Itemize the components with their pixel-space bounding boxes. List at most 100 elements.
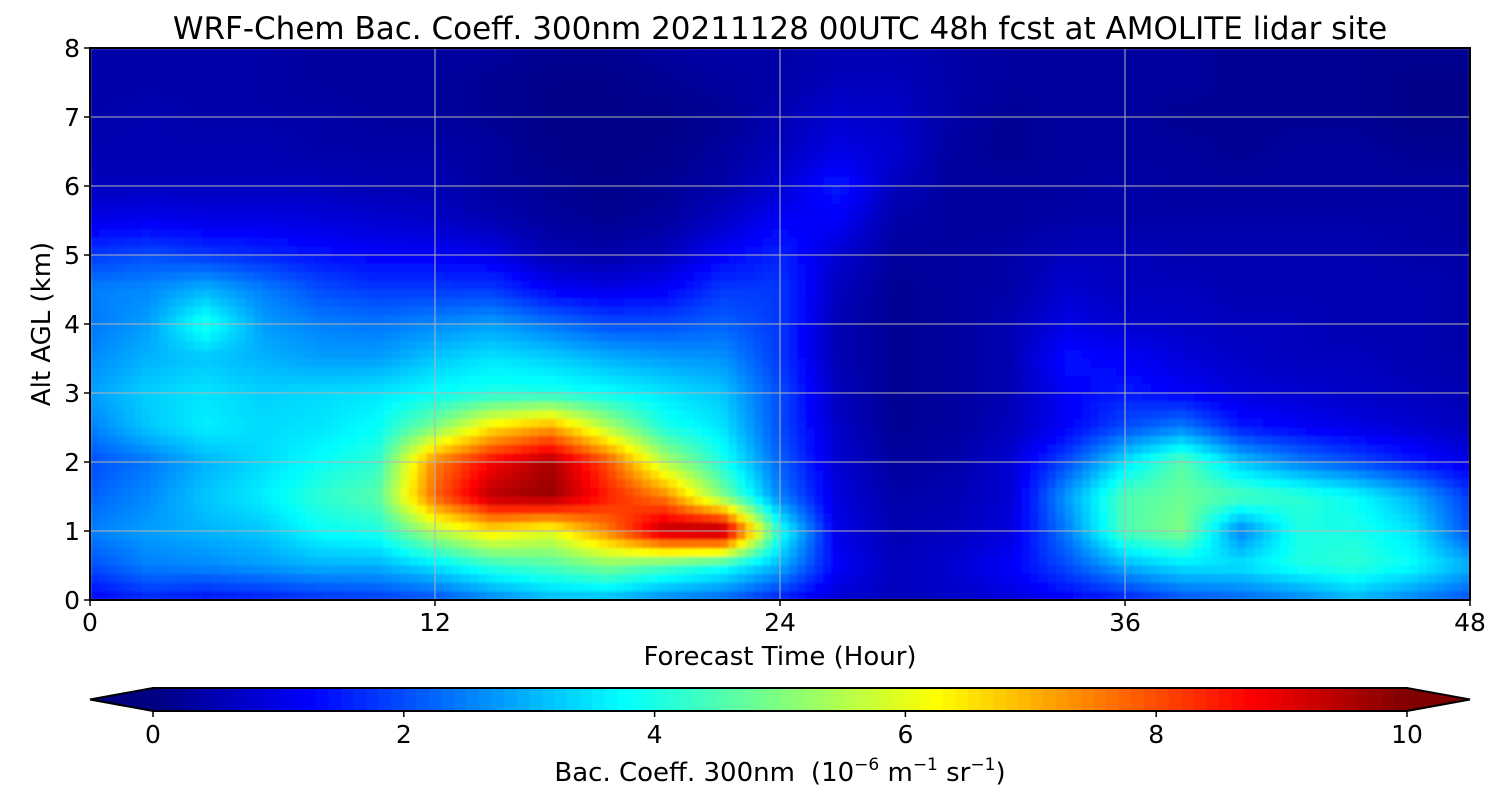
heatmap-cell bbox=[762, 73, 772, 84]
heatmap-cell bbox=[1004, 211, 1014, 222]
heatmap-cell bbox=[1185, 186, 1195, 196]
heatmap-cell bbox=[469, 134, 479, 144]
heatmap-cell bbox=[1245, 289, 1255, 299]
heatmap-cell bbox=[417, 237, 427, 247]
heatmap-cell bbox=[443, 117, 453, 127]
heatmap-cell bbox=[331, 91, 341, 101]
heatmap-cell bbox=[788, 246, 798, 256]
heatmap-cell bbox=[469, 246, 479, 256]
heatmap-cell bbox=[805, 134, 816, 144]
heatmap-cell bbox=[788, 48, 798, 58]
heatmap-cell bbox=[564, 151, 574, 161]
heatmap-cell bbox=[391, 203, 402, 213]
heatmap-cell bbox=[900, 134, 910, 144]
heatmap-cell bbox=[874, 151, 885, 161]
heatmap-cell bbox=[150, 315, 160, 325]
heatmap-cell bbox=[133, 82, 143, 92]
heatmap-cell bbox=[383, 246, 393, 256]
heatmap-cell bbox=[573, 263, 583, 273]
heatmap-cell bbox=[271, 220, 281, 230]
heatmap-cell bbox=[374, 56, 384, 66]
heatmap-cell bbox=[788, 134, 798, 144]
heatmap-cell bbox=[564, 229, 574, 239]
heatmap-cell bbox=[1004, 160, 1014, 170]
heatmap-cell bbox=[1194, 280, 1204, 291]
heatmap-cell bbox=[486, 160, 496, 170]
heatmap-cell bbox=[469, 280, 479, 291]
heatmap-cell bbox=[624, 168, 634, 178]
heatmap-cell bbox=[1314, 186, 1324, 196]
heatmap-cell bbox=[805, 186, 816, 196]
heatmap-cell bbox=[383, 211, 393, 222]
heatmap-cell bbox=[1237, 186, 1247, 196]
heatmap-cell bbox=[202, 211, 212, 222]
heatmap-cell bbox=[1332, 177, 1342, 187]
heatmap-cell bbox=[685, 272, 695, 282]
heatmap-cell bbox=[1349, 56, 1359, 66]
heatmap-cell bbox=[961, 56, 971, 66]
heatmap-cell bbox=[1245, 108, 1255, 118]
heatmap-cell bbox=[762, 125, 772, 135]
heatmap-cell bbox=[857, 186, 867, 196]
heatmap-cell bbox=[391, 117, 402, 127]
heatmap-cell bbox=[1142, 168, 1152, 178]
heatmap-cell bbox=[1280, 220, 1290, 230]
heatmap-cell bbox=[357, 160, 367, 170]
heatmap-cell bbox=[1133, 203, 1143, 213]
heatmap-cell bbox=[676, 160, 686, 170]
heatmap-cell bbox=[1211, 91, 1221, 101]
heatmap-cell bbox=[1159, 237, 1169, 247]
heatmap-cell bbox=[374, 237, 384, 247]
heatmap-cell bbox=[762, 263, 772, 273]
heatmap-cell bbox=[961, 272, 971, 282]
heatmap-cell bbox=[935, 73, 945, 84]
heatmap-cell bbox=[780, 91, 790, 101]
heatmap-cell bbox=[1185, 237, 1195, 247]
heatmap-cell bbox=[98, 151, 108, 161]
heatmap-cell bbox=[435, 48, 445, 58]
heatmap-cell bbox=[1185, 289, 1195, 299]
heatmap-cell bbox=[305, 82, 315, 92]
heatmap-cell bbox=[788, 289, 798, 299]
heatmap-cell bbox=[1409, 142, 1419, 153]
heatmap-cell bbox=[1332, 134, 1342, 144]
heatmap-cell bbox=[711, 194, 721, 204]
heatmap-cell bbox=[176, 306, 186, 316]
heatmap-cell bbox=[659, 229, 669, 239]
heatmap-cell bbox=[1401, 48, 1411, 58]
heatmap-cell bbox=[322, 229, 333, 239]
heatmap-cell bbox=[1064, 91, 1074, 101]
heatmap-cell bbox=[1064, 160, 1074, 170]
heatmap-cell bbox=[650, 177, 660, 187]
heatmap-cell bbox=[167, 298, 177, 308]
heatmap-cell bbox=[98, 263, 108, 273]
heatmap-cell bbox=[840, 134, 850, 144]
heatmap-cell bbox=[150, 168, 160, 178]
heatmap-cell bbox=[1426, 194, 1437, 204]
heatmap-cell bbox=[1194, 56, 1204, 66]
heatmap-cell bbox=[486, 186, 496, 196]
heatmap-cell bbox=[253, 272, 264, 282]
heatmap-cell bbox=[1194, 298, 1204, 308]
heatmap-cell bbox=[443, 168, 453, 178]
heatmap-cell bbox=[1185, 203, 1195, 213]
heatmap-cell bbox=[711, 263, 721, 273]
heatmap-cell bbox=[693, 246, 703, 256]
heatmap-cell bbox=[840, 306, 850, 316]
heatmap-cell bbox=[702, 56, 712, 66]
heatmap-cell bbox=[702, 237, 712, 247]
heatmap-cell bbox=[987, 99, 997, 109]
heatmap-cell bbox=[874, 134, 885, 144]
heatmap-cell bbox=[1349, 306, 1359, 316]
heatmap-cell bbox=[1409, 65, 1419, 75]
heatmap-cell bbox=[159, 168, 169, 178]
heatmap-cell bbox=[1047, 125, 1057, 135]
heatmap-cell bbox=[573, 220, 583, 230]
heatmap-cell bbox=[452, 142, 462, 153]
heatmap-cell bbox=[1271, 48, 1281, 58]
heatmap-cell bbox=[90, 108, 100, 118]
heatmap-cell bbox=[1150, 220, 1161, 230]
heatmap-cell bbox=[1012, 298, 1023, 308]
heatmap-cell bbox=[288, 73, 298, 84]
heatmap-cell bbox=[1297, 246, 1307, 256]
